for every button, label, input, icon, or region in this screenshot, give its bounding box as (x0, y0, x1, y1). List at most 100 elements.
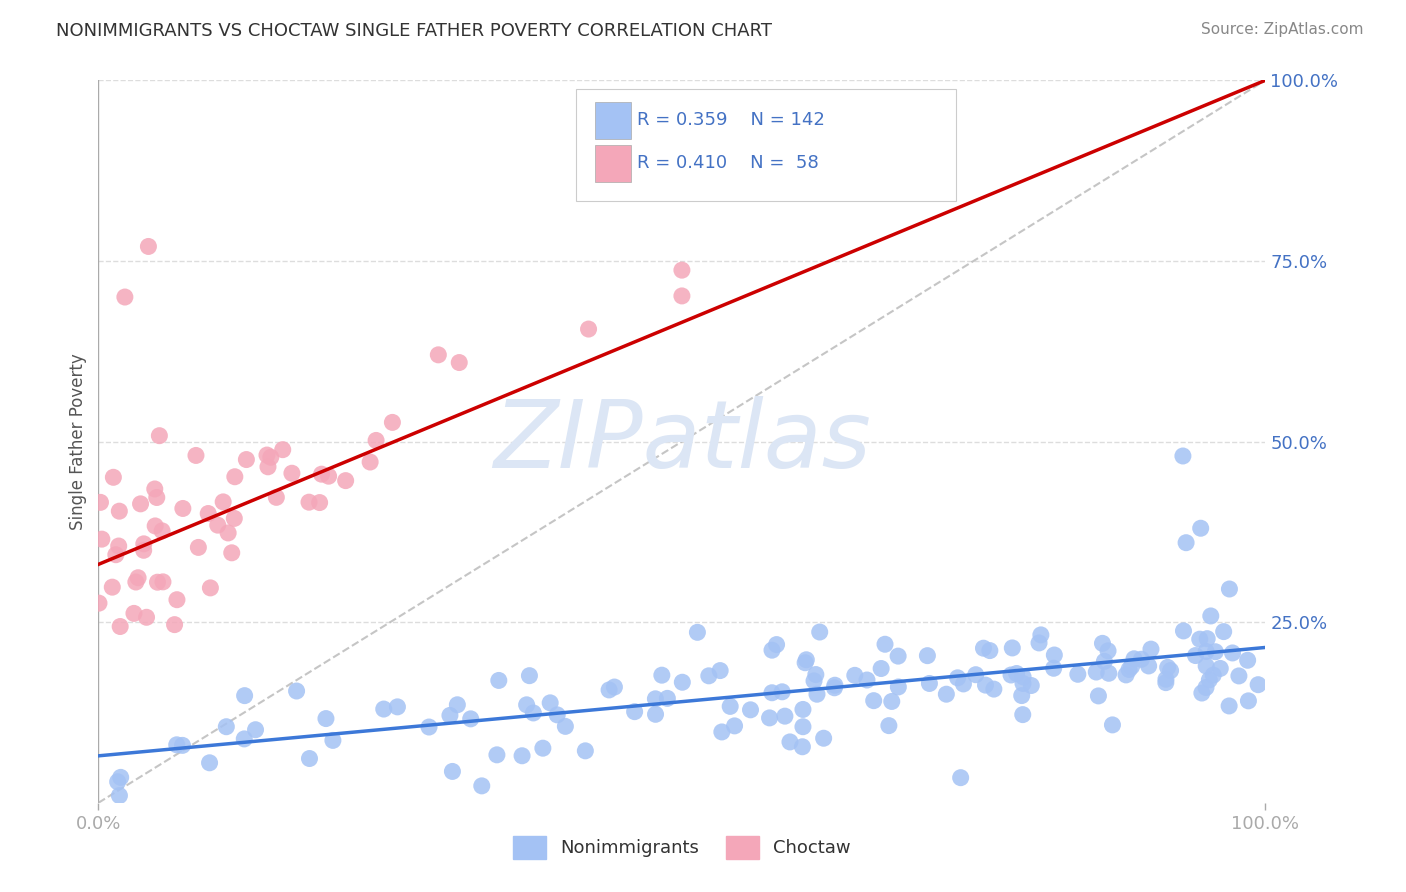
Point (245, 723, 267, 737)
Point (257, 459, 280, 474)
Point (446, 698, 468, 712)
Point (657, 691, 679, 706)
Point (129, 497, 152, 511)
Point (1087, 689, 1109, 703)
Point (256, 448, 278, 462)
Point (1195, 659, 1218, 673)
Point (770, 685, 793, 699)
Point (803, 673, 825, 688)
Point (1171, 449, 1194, 463)
Point (1160, 664, 1182, 678)
Point (150, 524, 173, 538)
Point (1197, 632, 1219, 646)
Point (266, 491, 288, 505)
Point (1154, 675, 1177, 690)
Text: R = 0.359    N = 142: R = 0.359 N = 142 (637, 112, 825, 129)
Point (935, 687, 957, 701)
Point (224, 511, 246, 525)
Point (1011, 707, 1033, 722)
Point (671, 263, 693, 277)
Point (381, 416, 404, 430)
Point (172, 501, 194, 516)
Point (1011, 689, 1033, 703)
Point (794, 653, 817, 667)
Point (114, 290, 136, 304)
Point (765, 638, 787, 652)
Point (1123, 652, 1146, 666)
Point (233, 731, 256, 746)
Point (260, 450, 283, 465)
Point (965, 667, 987, 681)
Point (488, 673, 510, 688)
Point (1085, 665, 1108, 679)
Point (485, 747, 508, 762)
Point (1121, 659, 1143, 673)
Point (792, 702, 814, 716)
Point (322, 733, 344, 747)
Point (1042, 661, 1064, 675)
Point (761, 686, 783, 700)
Point (135, 610, 157, 624)
Point (598, 682, 620, 697)
Point (877, 719, 900, 733)
Point (143, 519, 166, 533)
Point (578, 322, 600, 336)
Point (281, 467, 304, 481)
Point (813, 731, 835, 746)
Point (972, 641, 994, 656)
Point (1130, 652, 1153, 666)
Point (224, 469, 246, 483)
Point (1212, 624, 1234, 639)
Point (824, 678, 846, 692)
Point (1173, 624, 1195, 638)
Point (207, 518, 229, 533)
Text: R = 0.410    N =  58: R = 0.410 N = 58 (637, 154, 818, 172)
Point (917, 648, 939, 663)
Point (671, 675, 693, 690)
Point (311, 467, 333, 482)
Point (710, 725, 733, 739)
Point (804, 667, 827, 681)
Point (364, 434, 387, 448)
Point (217, 525, 239, 540)
Text: Source: ZipAtlas.com: Source: ZipAtlas.com (1201, 22, 1364, 37)
Point (127, 571, 149, 585)
Point (1156, 660, 1178, 674)
Point (373, 702, 395, 716)
Point (983, 682, 1005, 697)
Point (308, 495, 330, 509)
Point (152, 574, 174, 589)
Point (697, 669, 720, 683)
Point (104, 548, 127, 562)
Point (651, 668, 673, 682)
Point (779, 735, 801, 749)
Point (110, 770, 132, 784)
Y-axis label: Single Father Poverty: Single Father Poverty (69, 353, 87, 530)
Point (146, 575, 169, 590)
Point (1191, 686, 1213, 700)
Point (318, 469, 340, 483)
Point (1118, 663, 1140, 677)
Point (1012, 670, 1035, 684)
Point (546, 707, 568, 722)
Point (1218, 582, 1240, 596)
Point (200, 581, 222, 595)
Point (949, 771, 972, 785)
Point (773, 709, 796, 723)
Point (644, 691, 666, 706)
Point (138, 239, 160, 253)
Point (184, 449, 207, 463)
Point (418, 720, 440, 734)
Point (146, 491, 169, 505)
Point (1092, 654, 1115, 668)
Point (187, 541, 209, 555)
Point (1199, 609, 1222, 624)
Point (101, 580, 124, 594)
Point (671, 289, 693, 303)
Point (574, 744, 596, 758)
Point (918, 676, 941, 690)
Point (516, 698, 538, 712)
Point (1101, 718, 1123, 732)
Point (1005, 666, 1028, 681)
Legend: Nonimmigrants, Choctaw: Nonimmigrants, Choctaw (506, 829, 858, 866)
